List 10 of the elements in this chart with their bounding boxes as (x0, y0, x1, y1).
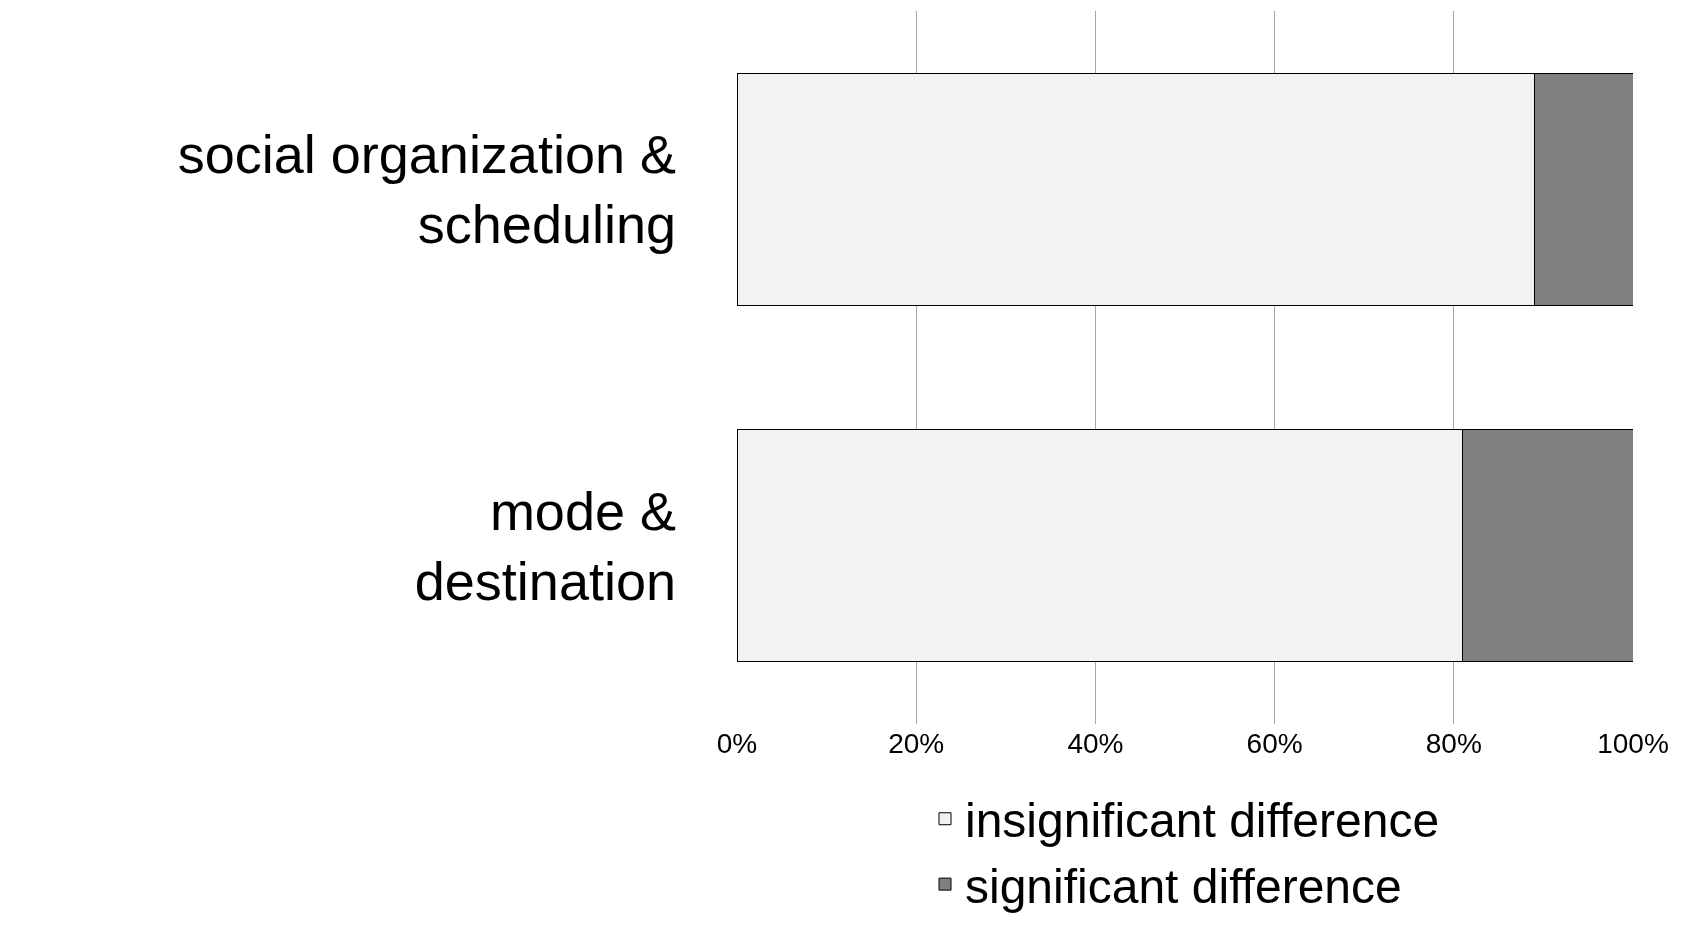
x-tick-label: 20% (888, 728, 945, 759)
x-tick-label: 60% (1246, 728, 1303, 759)
y-tick-label: social organization & scheduling (177, 124, 676, 255)
x-tick-label: 80% (1425, 728, 1482, 759)
x-tick-label: 0% (716, 728, 758, 759)
x-tick-label: 100% (1597, 728, 1669, 759)
y-tick-label: mode & destination (414, 480, 676, 611)
legend-label: insignificant difference (965, 794, 1440, 848)
x-tick-label: 40% (1067, 728, 1124, 759)
legend-label: significant difference (965, 859, 1402, 913)
